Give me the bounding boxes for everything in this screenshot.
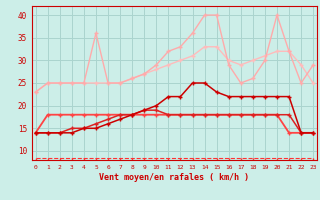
X-axis label: Vent moyen/en rafales ( km/h ): Vent moyen/en rafales ( km/h ) — [100, 173, 249, 182]
